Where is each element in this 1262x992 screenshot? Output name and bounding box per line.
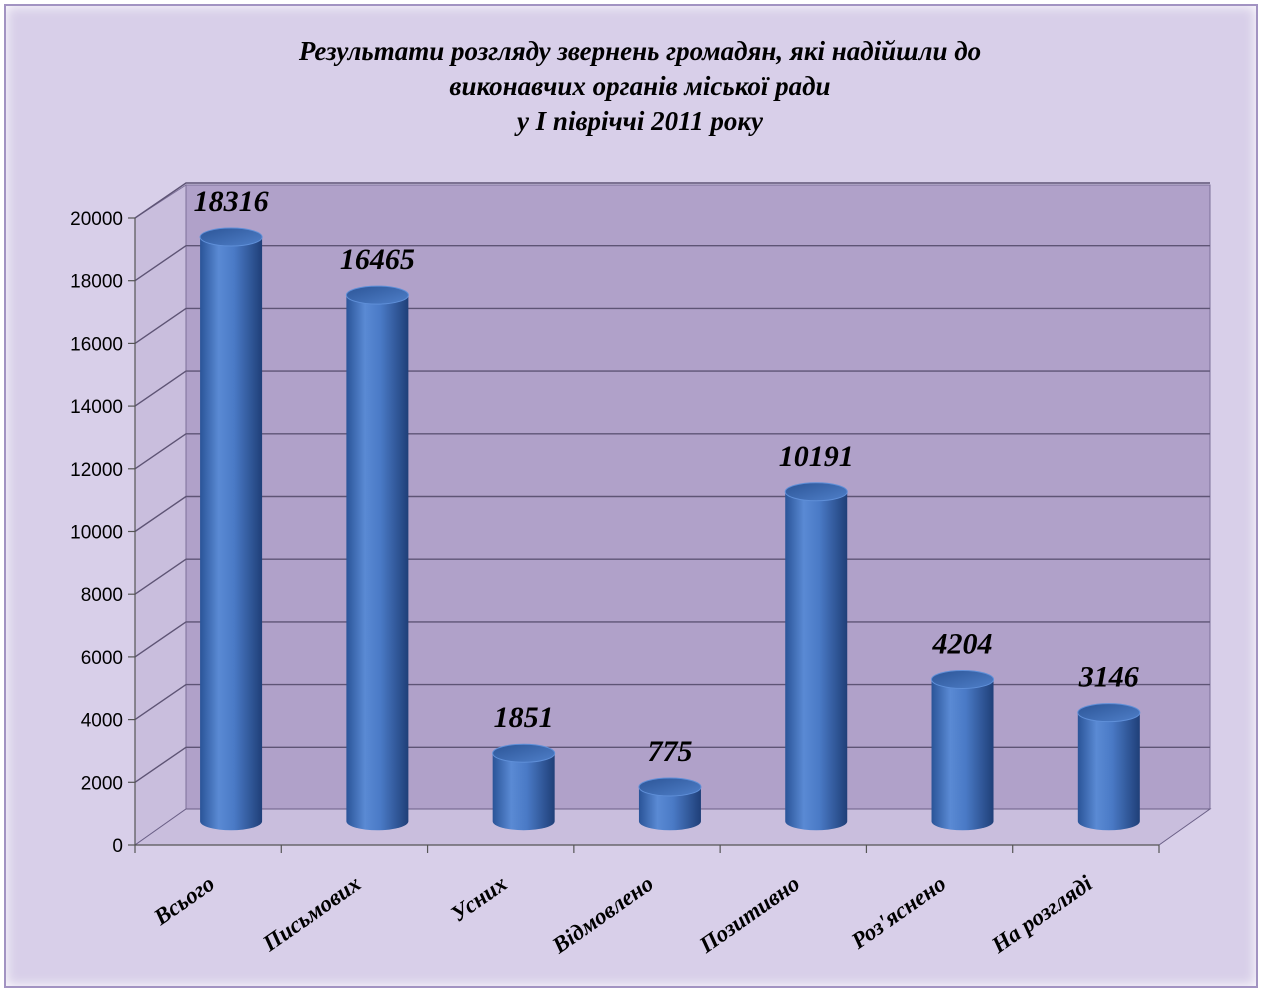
chart-title: Результати розгляду звернень громадян, я… — [298, 36, 981, 136]
bar-top — [1077, 703, 1141, 723]
value-label: 10191 — [779, 440, 854, 473]
value-label: 3146 — [1078, 661, 1139, 694]
category-labels: Всього Письмових Усних Відмовлено Позитивно Р… — [149, 870, 1098, 958]
gridlines — [134, 182, 1210, 783]
bar-top — [199, 227, 263, 247]
chart-title-line-2: виконавчих органів міської ради — [449, 71, 830, 101]
bar — [1077, 703, 1141, 831]
category-label: Відмовлено — [547, 871, 658, 959]
chart-title-line-1: Результати розгляду звернень громадян, я… — [298, 36, 981, 66]
y-tick-label: 10000 — [70, 523, 123, 544]
y-tick-label: 4000 — [81, 711, 123, 732]
value-label: 775 — [647, 735, 692, 768]
bar-body — [200, 237, 263, 831]
bar-top — [345, 285, 409, 305]
value-label: 1851 — [494, 701, 554, 734]
bar — [492, 743, 556, 831]
bar-top — [931, 669, 995, 689]
category-label: Письмових — [257, 871, 365, 957]
gridline — [134, 558, 1210, 595]
y-tick-label: 2000 — [81, 773, 123, 794]
bar-top — [638, 777, 702, 797]
y-tick-label: 8000 — [81, 585, 123, 606]
plot-side-wall — [134, 184, 187, 846]
y-tick-label: 0 — [112, 836, 123, 857]
category-label: Усних — [446, 871, 511, 927]
axes — [128, 217, 1160, 853]
chart-frame: Результати розгляду звернень громадян, я… — [4, 4, 1258, 988]
category-label: Всього — [149, 871, 220, 931]
bar-body — [492, 753, 555, 831]
gridline — [134, 433, 1210, 470]
gridline — [134, 746, 1210, 783]
bar-top — [784, 482, 848, 502]
category-label: Роз'яснено — [846, 871, 951, 955]
gridline — [134, 621, 1210, 658]
value-label: 4204 — [932, 627, 993, 660]
value-labels: 18316 16465 1851 775 10191 4204 3146 — [194, 185, 1139, 768]
gridline — [134, 370, 1210, 407]
gridline — [134, 307, 1210, 344]
gridline — [134, 683, 1210, 721]
bar-body — [346, 295, 409, 831]
gridline — [134, 495, 1210, 533]
y-tick-label: 20000 — [70, 209, 123, 230]
category-label: Позитивно — [694, 871, 804, 959]
bar — [638, 777, 702, 831]
bar-body — [1077, 712, 1140, 831]
gridline — [134, 182, 1210, 219]
bar — [931, 669, 995, 831]
bar-body — [785, 491, 848, 831]
bar-body — [931, 679, 994, 831]
bar — [784, 482, 848, 831]
y-tick-label: 12000 — [70, 460, 123, 481]
value-label: 16465 — [340, 243, 415, 276]
y-tick-label: 6000 — [81, 648, 123, 669]
value-label: 18316 — [194, 185, 269, 218]
category-label: На розгляді — [986, 870, 1097, 958]
bars — [199, 227, 1141, 831]
bar — [199, 227, 263, 831]
bar — [345, 285, 409, 831]
y-tick-label: 14000 — [70, 397, 123, 418]
bar-body — [638, 786, 701, 831]
gridline — [134, 244, 1210, 282]
bar-top — [492, 743, 556, 763]
chart-title-line-3: у І півріччі 2011 року — [514, 106, 764, 136]
y-tick-label: 18000 — [70, 272, 123, 293]
chart-svg: Результати розгляду звернень громадян, я… — [70, 36, 1212, 959]
y-tick-label: 16000 — [70, 334, 123, 355]
y-axis-ticks: 0 2000 4000 6000 8000 10000 12000 14000 16000 180… — [70, 209, 123, 857]
